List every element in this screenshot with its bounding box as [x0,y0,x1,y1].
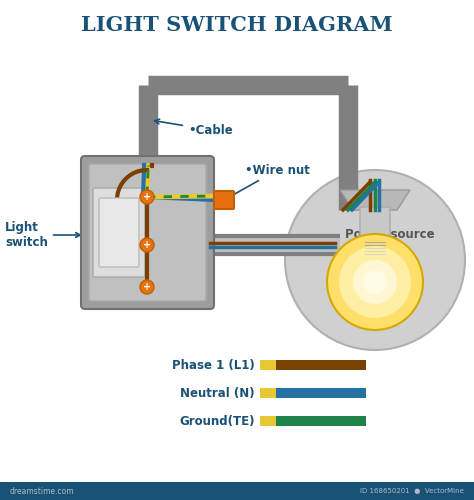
Bar [260,360,276,370]
Bar [276,416,366,426]
Text: Ground(TE): Ground(TE) [180,414,255,428]
Circle shape [285,170,465,350]
Bar [276,388,366,398]
Circle shape [140,238,154,252]
Text: •Cable: •Cable [155,119,233,136]
Text: ID 168650201  ●  VectorMine: ID 168650201 ● VectorMine [360,488,464,494]
Text: Phase 1 (L1): Phase 1 (L1) [172,358,255,372]
Circle shape [140,190,154,204]
Bar [260,388,276,398]
FancyBboxPatch shape [89,164,206,301]
Bar [260,416,276,426]
Circle shape [140,280,154,294]
FancyBboxPatch shape [214,191,234,209]
Circle shape [363,270,387,294]
Text: +: + [143,240,151,250]
Text: +: + [143,192,151,202]
FancyBboxPatch shape [93,188,145,277]
Text: Neutral (N): Neutral (N) [181,386,255,400]
FancyBboxPatch shape [99,198,139,267]
Bar [276,360,366,370]
Bar [0,482,474,500]
FancyBboxPatch shape [364,240,386,256]
Text: •Wire nut: •Wire nut [228,164,310,198]
Text: +: + [143,282,151,292]
Circle shape [339,246,411,318]
Text: Light
switch: Light switch [5,221,81,249]
FancyBboxPatch shape [81,156,214,309]
Circle shape [327,234,423,330]
Text: dreamstime.com: dreamstime.com [10,486,74,496]
Text: LIGHT SWITCH DIAGRAM: LIGHT SWITCH DIAGRAM [81,15,393,35]
FancyBboxPatch shape [360,207,390,243]
Circle shape [353,260,397,304]
Polygon shape [340,190,410,210]
Text: Power source: Power source [345,228,435,241]
